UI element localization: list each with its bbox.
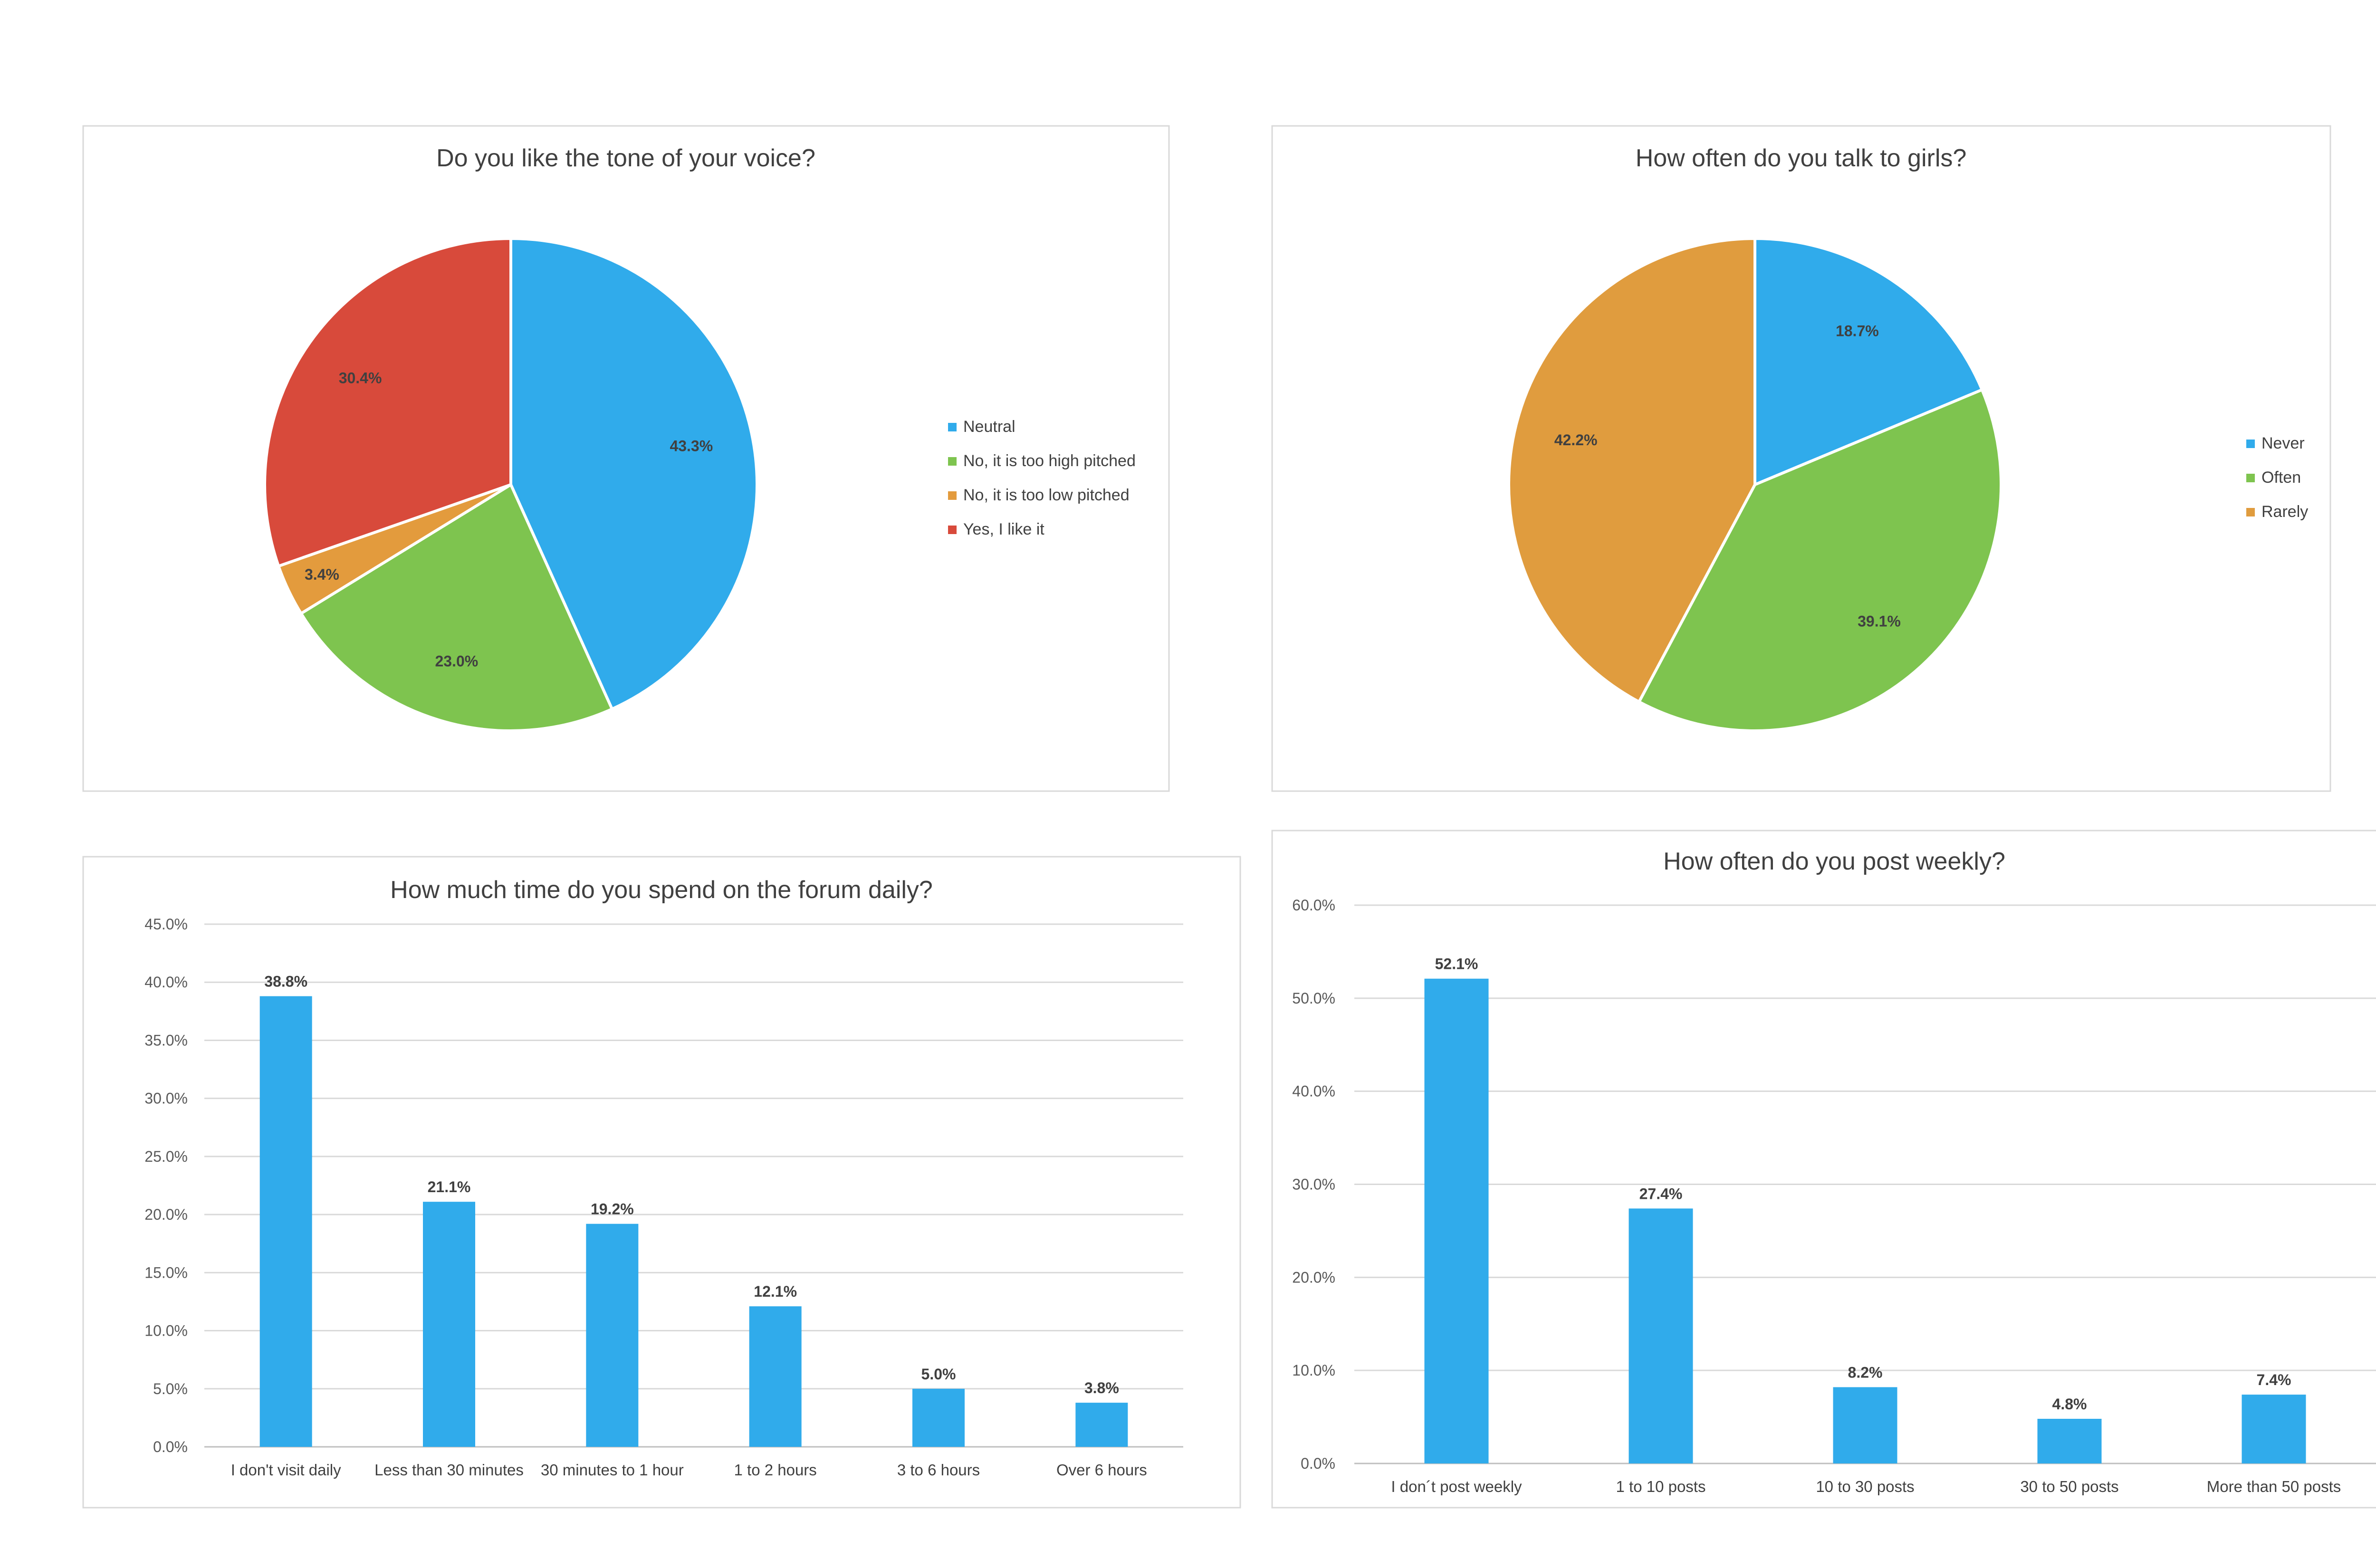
bar xyxy=(423,1202,475,1447)
slice-data-label: 39.1% xyxy=(1858,612,1901,630)
talk-to-girls-pie-chart: How often do you talk to girls? 18.7% 39.… xyxy=(1271,125,2331,792)
slice-data-label: 18.7% xyxy=(1836,323,1879,340)
bar-data-label: 27.4% xyxy=(1639,1185,1683,1202)
y-tick-label: 20.0% xyxy=(1292,1269,1335,1286)
chart-frame xyxy=(82,856,1241,1509)
chart-title: How often do you post weekly? xyxy=(1663,848,2005,875)
y-tick-label: 35.0% xyxy=(144,1032,188,1049)
bar xyxy=(586,1224,639,1447)
slice-data-label: 30.4% xyxy=(339,369,382,386)
x-category-label: 3 to 6 hours xyxy=(897,1461,980,1479)
pie-slice xyxy=(1507,237,1756,704)
y-tick-label: 40.0% xyxy=(144,974,188,991)
bar-data-label: 5.0% xyxy=(921,1366,956,1383)
pie-slice xyxy=(1753,237,1984,487)
y-tick-label: 10.0% xyxy=(1292,1362,1335,1379)
legend-label: Never xyxy=(2261,434,2305,452)
bar xyxy=(1629,1208,1693,1463)
x-category-label: More than 50 posts xyxy=(2207,1478,2341,1495)
y-tick-label: 30.0% xyxy=(144,1090,188,1107)
x-category-label: 30 minutes to 1 hour xyxy=(541,1461,684,1479)
slice-data-label: 42.2% xyxy=(1554,431,1598,449)
bar xyxy=(259,996,312,1447)
y-tick-label: 0.0% xyxy=(1301,1455,1335,1472)
bar-data-label: 52.1% xyxy=(1435,956,1478,973)
bar-data-label: 7.4% xyxy=(2257,1371,2291,1388)
x-category-label: Over 6 hours xyxy=(1056,1461,1147,1479)
chart-title: How much time do you spend on the forum … xyxy=(390,876,933,904)
bar xyxy=(912,1388,965,1447)
bar xyxy=(1424,978,1489,1463)
legend-swatch xyxy=(948,526,957,534)
pie-slice xyxy=(299,482,614,732)
x-category-label: 1 to 2 hours xyxy=(734,1461,817,1479)
pie-slice xyxy=(263,237,512,568)
bar-data-label: 8.2% xyxy=(1848,1364,1883,1381)
x-category-label: 1 to 10 posts xyxy=(1616,1478,1706,1495)
bar xyxy=(749,1306,802,1447)
x-category-label: I don't visit daily xyxy=(231,1461,341,1479)
legend-swatch xyxy=(948,491,957,500)
chart-title: How often do you talk to girls? xyxy=(1636,144,1967,172)
weekly-posts-bar-chart: How often do you post weekly? 0.0% 10.0% 2… xyxy=(1271,830,2376,1509)
slice-data-label: 3.4% xyxy=(305,566,339,583)
x-category-label: 30 to 50 posts xyxy=(2020,1478,2118,1495)
pie-slice xyxy=(1637,388,2002,732)
bar-data-label: 12.1% xyxy=(754,1283,797,1300)
legend-label: Yes, I like it xyxy=(963,520,1044,538)
y-tick-label: 60.0% xyxy=(1292,897,1335,914)
legend-label: Neutral xyxy=(963,418,1016,436)
y-tick-label: 50.0% xyxy=(1292,990,1335,1007)
bar xyxy=(1833,1387,1897,1463)
forum-time-bar-chart: How much time do you spend on the forum … xyxy=(82,856,1241,1509)
legend-swatch xyxy=(2246,474,2255,482)
legend-swatch xyxy=(2246,508,2255,516)
y-tick-label: 15.0% xyxy=(144,1264,188,1281)
legend-label: Rarely xyxy=(2261,503,2308,521)
slice-data-label: 43.3% xyxy=(670,437,713,454)
pie-slice xyxy=(509,237,758,711)
y-tick-label: 10.0% xyxy=(144,1322,188,1339)
bar xyxy=(1075,1403,1128,1447)
y-tick-label: 20.0% xyxy=(144,1206,188,1223)
bar-data-label: 19.2% xyxy=(591,1201,634,1218)
y-tick-label: 5.0% xyxy=(153,1380,188,1397)
legend-label: No, it is too high pitched xyxy=(963,452,1136,470)
x-category-label: Less than 30 minutes xyxy=(374,1461,524,1479)
y-tick-label: 25.0% xyxy=(144,1148,188,1165)
bar-data-label: 21.1% xyxy=(428,1178,471,1195)
chart-title: Do you like the tone of your voice? xyxy=(436,144,815,172)
slice-data-label: 23.0% xyxy=(435,652,479,669)
legend-label: Often xyxy=(2261,468,2301,487)
bar-data-label: 3.8% xyxy=(1084,1379,1119,1396)
x-category-label: I don´t post weekly xyxy=(1391,1478,1522,1495)
bar-data-label: 38.8% xyxy=(264,973,307,990)
legend-swatch xyxy=(948,423,957,431)
y-tick-label: 30.0% xyxy=(1292,1176,1335,1193)
bar-data-label: 4.8% xyxy=(2052,1396,2087,1413)
y-tick-label: 0.0% xyxy=(153,1438,188,1455)
bar xyxy=(2242,1395,2306,1463)
y-tick-label: 45.0% xyxy=(144,916,188,933)
y-tick-label: 40.0% xyxy=(1292,1083,1335,1100)
bar xyxy=(2037,1419,2102,1463)
x-category-label: 10 to 30 posts xyxy=(1816,1478,1914,1495)
legend-label: No, it is too low pitched xyxy=(963,486,1130,504)
legend-swatch xyxy=(948,457,957,466)
voice-tone-pie-chart: Do you like the tone of your voice? 43.3… xyxy=(82,125,1170,792)
legend-swatch xyxy=(2246,440,2255,448)
